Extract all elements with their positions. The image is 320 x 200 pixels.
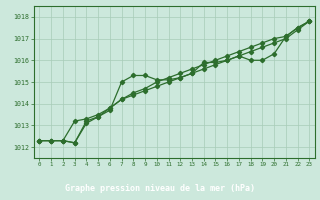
Text: Graphe pression niveau de la mer (hPa): Graphe pression niveau de la mer (hPa) (65, 184, 255, 193)
